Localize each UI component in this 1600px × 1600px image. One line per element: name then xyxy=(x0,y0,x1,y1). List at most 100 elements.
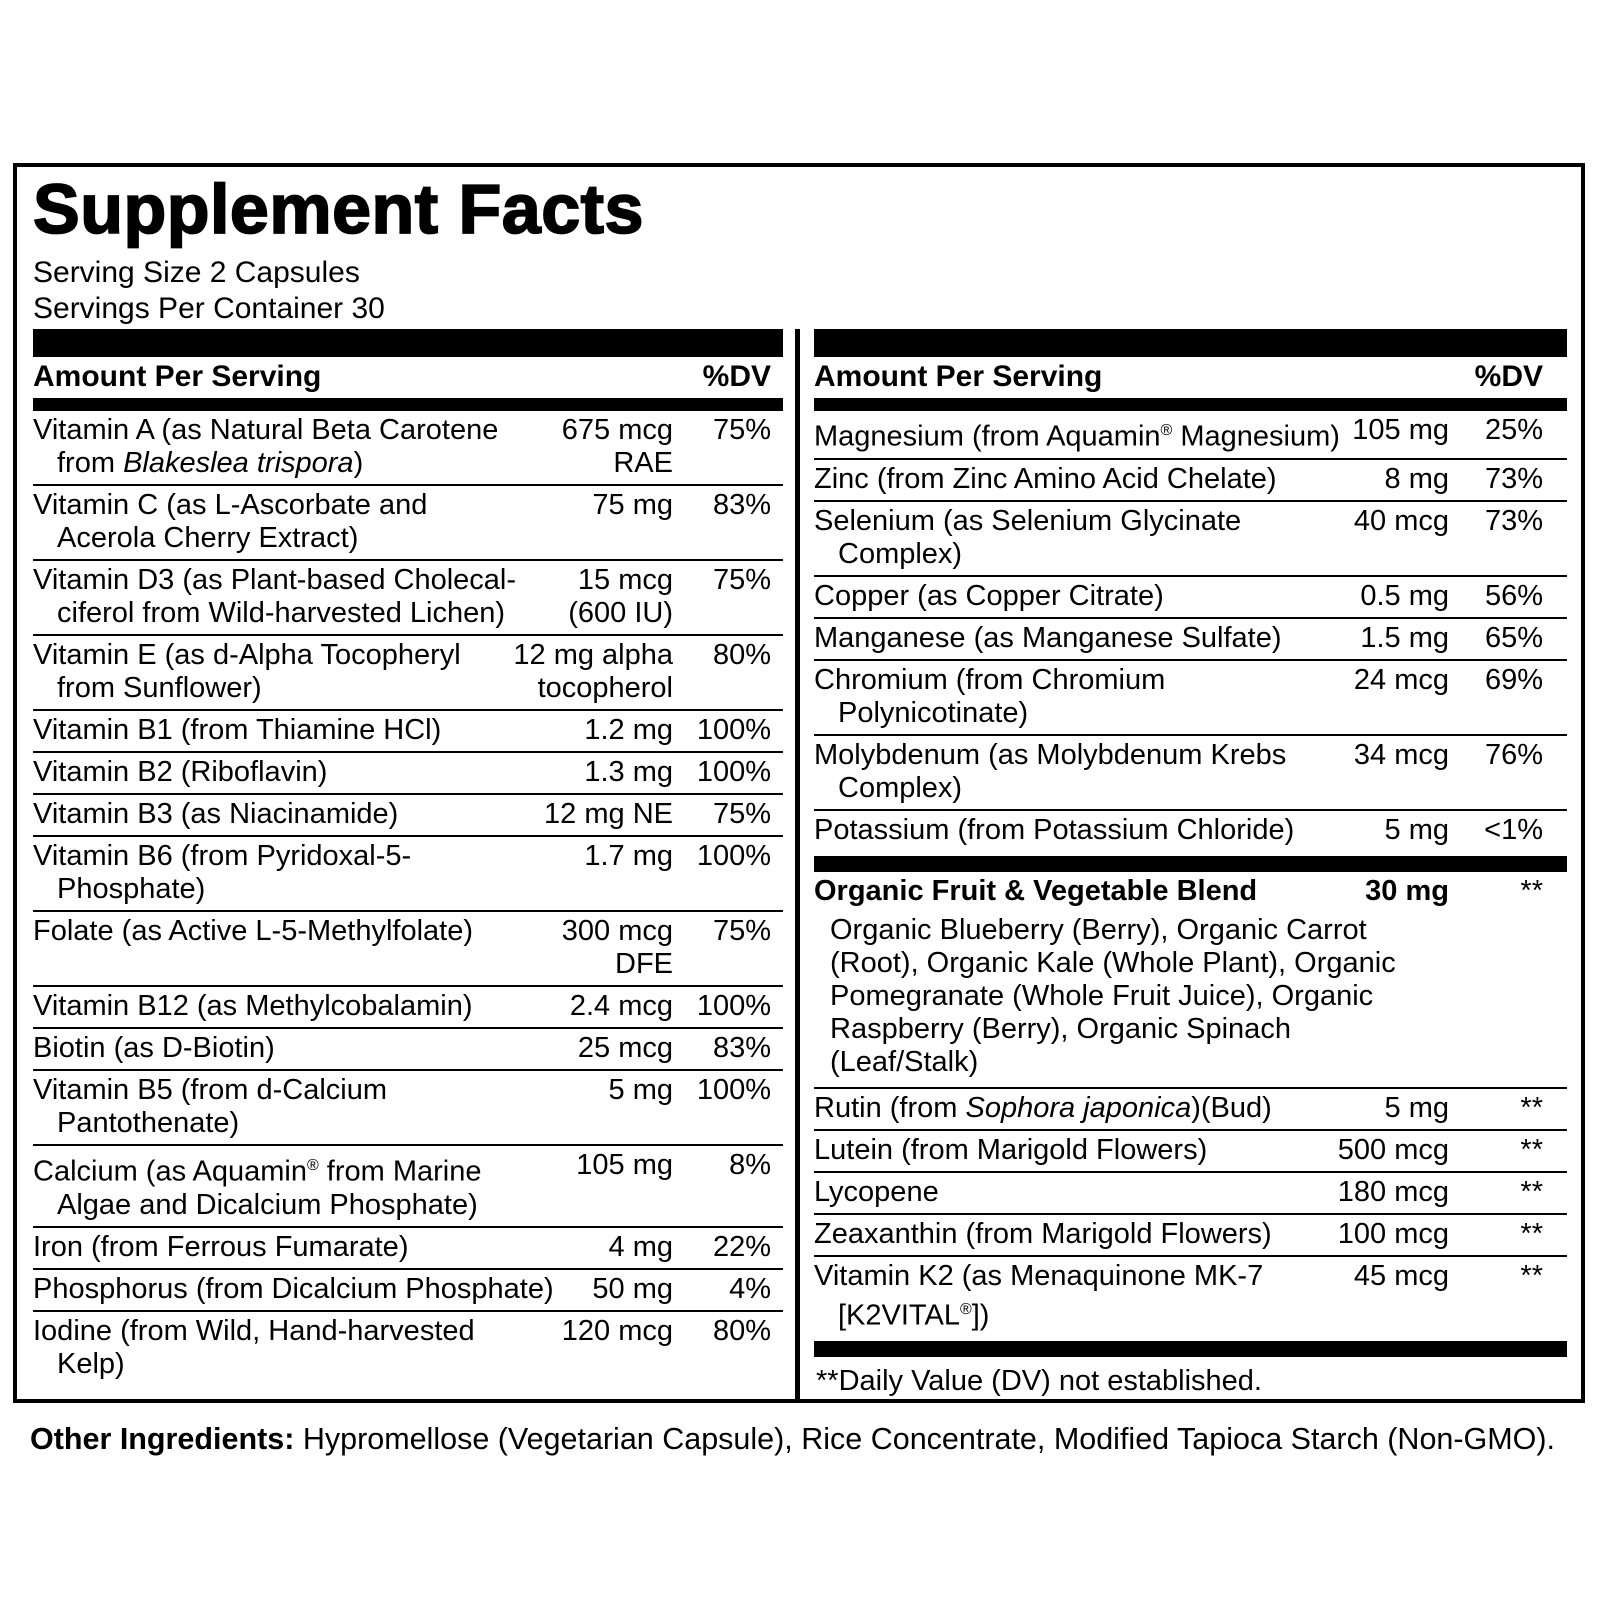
daily-value-percent: ** xyxy=(1520,1133,1543,1166)
supplement-row: Zeaxanthin (from Marigold Flowers) 100 mc… xyxy=(814,1212,1567,1255)
daily-value-percent: 76% xyxy=(1484,738,1543,771)
ingredient-name: Vitamin B3 (as Niacinamide) xyxy=(33,798,399,830)
footnote-separator-bar xyxy=(814,1341,1567,1358)
ingredient-name: Calcium (as Aquamin® from Marine Algae a… xyxy=(33,1155,482,1221)
amount-value: 45 mcg xyxy=(1353,1259,1449,1292)
amount-value: 30 mg xyxy=(1365,874,1449,907)
ingredient-name: Selenium (as Selenium Glycinate Complex) xyxy=(814,504,1242,570)
amount-value: 12 mg NE xyxy=(544,798,673,830)
ingredient-name: Copper (as Copper Citrate) xyxy=(814,579,1164,612)
daily-value-percent: 100% xyxy=(696,714,771,746)
daily-value-percent: 25% xyxy=(1484,414,1543,446)
header-bar-bottom xyxy=(33,398,783,411)
serving-size: Serving Size 2 Capsules xyxy=(33,256,360,289)
supplement-row: Magnesium (from Aquamin® Magnesium) 105 m… xyxy=(814,411,1567,458)
daily-value-percent: 65% xyxy=(1484,621,1543,654)
amount-value: 8 mg xyxy=(1384,462,1449,495)
amount-value: 25 mcg xyxy=(577,1032,673,1064)
other-ingredients-text: Hypromellose (Vegetarian Capsule), Rice … xyxy=(294,1422,1556,1456)
supplement-row: Potassium (from Potassium Chloride) 5 mg <… xyxy=(814,808,1567,851)
amount-value: 1.5 mg xyxy=(1360,621,1449,654)
daily-value-percent: 69% xyxy=(1484,663,1543,696)
amount-value: 300 mcg DFE xyxy=(561,915,673,980)
amount-value: 675 mcg RAE xyxy=(561,414,673,479)
amount-value: 1.3 mg xyxy=(584,756,673,788)
ingredient-name: Potassium (from Potassium Chloride) xyxy=(814,813,1295,846)
percent-dv-label: %DV xyxy=(1474,360,1543,393)
header-bar-top xyxy=(814,329,1567,357)
daily-value-percent: 75% xyxy=(712,915,771,947)
left-rows: Vitamin A (as Natural Beta Carotene from… xyxy=(33,411,783,1385)
section-separator-bar xyxy=(814,855,1567,872)
daily-value-percent: 56% xyxy=(1484,579,1543,612)
header-bar-bottom xyxy=(814,398,1567,411)
supplement-row: Vitamin E (as d-Alpha Tocopheryl from Su… xyxy=(33,634,783,709)
ingredient-name: Vitamin C (as L-Ascorbate and Acerola Ch… xyxy=(33,489,428,554)
daily-value-percent: ** xyxy=(1520,1217,1543,1250)
daily-value-percent: ** xyxy=(1520,1175,1543,1208)
column-header: Amount Per Serving %DV xyxy=(814,357,1567,398)
ingredient-name: Vitamin B2 (Riboflavin) xyxy=(33,756,328,788)
panel-header: Supplement Facts Serving Size 2 Capsules… xyxy=(17,167,1581,327)
daily-value-percent: 73% xyxy=(1484,504,1543,537)
daily-value-percent: <1% xyxy=(1484,813,1543,846)
amount-value: 24 mcg xyxy=(1353,663,1449,696)
supplement-row: Vitamin B5 (from d-Calcium Pantothenate)… xyxy=(33,1069,783,1144)
daily-value-percent: 83% xyxy=(712,489,771,521)
ingredient-name: Magnesium (from Aquamin® Magnesium) xyxy=(814,420,1340,453)
supplement-row: Biotin (as D-Biotin) 25 mcg 83% xyxy=(33,1027,783,1069)
mineral-rows: Magnesium (from Aquamin® Magnesium) 105 m… xyxy=(814,411,1567,851)
supplement-row: Molybdenum (as Molybdenum Krebs Complex)… xyxy=(814,733,1567,809)
ingredient-name: Vitamin B12 (as Methylcobalamin) xyxy=(33,990,473,1022)
amount-value: 500 mcg xyxy=(1337,1133,1449,1166)
supplement-row: Manganese (as Manganese Sulfate) 1.5 mg 65… xyxy=(814,616,1567,659)
ingredient-name: Vitamin B5 (from d-Calcium Pantothenate) xyxy=(33,1074,388,1139)
amount-value: 105 mg xyxy=(1352,414,1449,446)
daily-value-percent: ** xyxy=(1520,874,1543,907)
daily-value-percent: 80% xyxy=(712,1314,771,1347)
supplement-row: Vitamin B6 (from Pyridoxal-5- Phosphate)… xyxy=(33,835,783,910)
ingredient-name: Lutein (from Marigold Flowers) xyxy=(814,1133,1208,1166)
supplement-row: Vitamin A (as Natural Beta Carotene from… xyxy=(33,411,783,484)
ingredient-name: Iron (from Ferrous Fumarate) xyxy=(33,1230,409,1263)
daily-value-percent: 80% xyxy=(712,639,771,671)
supplement-facts-panel: Supplement Facts Serving Size 2 Capsules… xyxy=(13,163,1585,1403)
amount-per-serving-label: Amount Per Serving xyxy=(814,360,1103,393)
supplement-row: Vitamin B2 (Riboflavin) 1.3 mg 100% xyxy=(33,751,783,793)
amount-value: 4 mg xyxy=(608,1230,673,1263)
amount-value: 34 mcg xyxy=(1353,738,1449,771)
daily-value-percent: 100% xyxy=(696,990,771,1022)
amount-per-serving-label: Amount Per Serving xyxy=(33,360,322,393)
daily-value-footnote: **Daily Value (DV) not established. xyxy=(816,1365,1262,1398)
ingredient-name: Manganese (as Manganese Sulfate) xyxy=(814,621,1282,654)
right-column: Amount Per Serving %DV Magnesium (from A… xyxy=(800,329,1581,1399)
supplement-row: Lycopene 180 mcg ** xyxy=(814,1170,1567,1213)
amount-value: 15 mcg (600 IU) xyxy=(568,564,673,629)
supplement-row: Vitamin D3 (as Plant-based Cholecal- cif… xyxy=(33,559,783,634)
ingredient-name: Organic Fruit & Vegetable Blend xyxy=(814,874,1258,907)
ingredient-name: Chromium (from Chromium Polynicotinate) xyxy=(814,663,1166,729)
ingredient-name: Vitamin E (as d-Alpha Tocopheryl from Su… xyxy=(33,639,461,704)
amount-value: 5 mg xyxy=(1384,1091,1449,1124)
supplement-row: Zinc (from Zinc Amino Acid Chelate) 8 mg 7… xyxy=(814,457,1567,500)
daily-value-percent: 73% xyxy=(1484,462,1543,495)
amount-value: 12 mg alpha tocopherol xyxy=(513,639,673,704)
ingredient-name: Zeaxanthin (from Marigold Flowers) xyxy=(814,1217,1272,1250)
blend-rows: Organic Fruit & Vegetable Blend 30 mg ** Or… xyxy=(814,872,1567,1337)
left-column: Amount Per Serving %DV Vitamin A (as Nat… xyxy=(17,329,795,1399)
amount-value: 1.7 mg xyxy=(584,840,673,872)
ingredient-name: Molybdenum (as Molybdenum Krebs Complex) xyxy=(814,738,1287,804)
daily-value-percent: 83% xyxy=(712,1032,771,1064)
ingredient-name: Phosphorus (from Dicalcium Phosphate) xyxy=(33,1272,554,1305)
ingredient-name: Vitamin D3 (as Plant-based Cholecal- cif… xyxy=(33,564,517,629)
supplement-row: Vitamin B12 (as Methylcobalamin) 2.4 mcg 1… xyxy=(33,985,783,1027)
supplement-row: Vitamin C (as L-Ascorbate and Acerola Ch… xyxy=(33,484,783,559)
supplement-row: Calcium (as Aquamin® from Marine Algae a… xyxy=(33,1144,783,1226)
other-ingredients: Other Ingredients: Hypromellose (Vegetar… xyxy=(30,1420,1590,1458)
daily-value-percent: 4% xyxy=(729,1272,771,1305)
daily-value-percent: 8% xyxy=(729,1149,771,1181)
ingredient-name: Folate (as Active L-5-Methylfolate) xyxy=(33,915,474,947)
supplement-row: Rutin (from Sophora japonica)(Bud) 5 mg ** xyxy=(814,1086,1567,1129)
ingredient-name: Rutin (from Sophora japonica)(Bud) xyxy=(814,1091,1272,1124)
other-ingredients-label: Other Ingredients: xyxy=(30,1422,295,1456)
